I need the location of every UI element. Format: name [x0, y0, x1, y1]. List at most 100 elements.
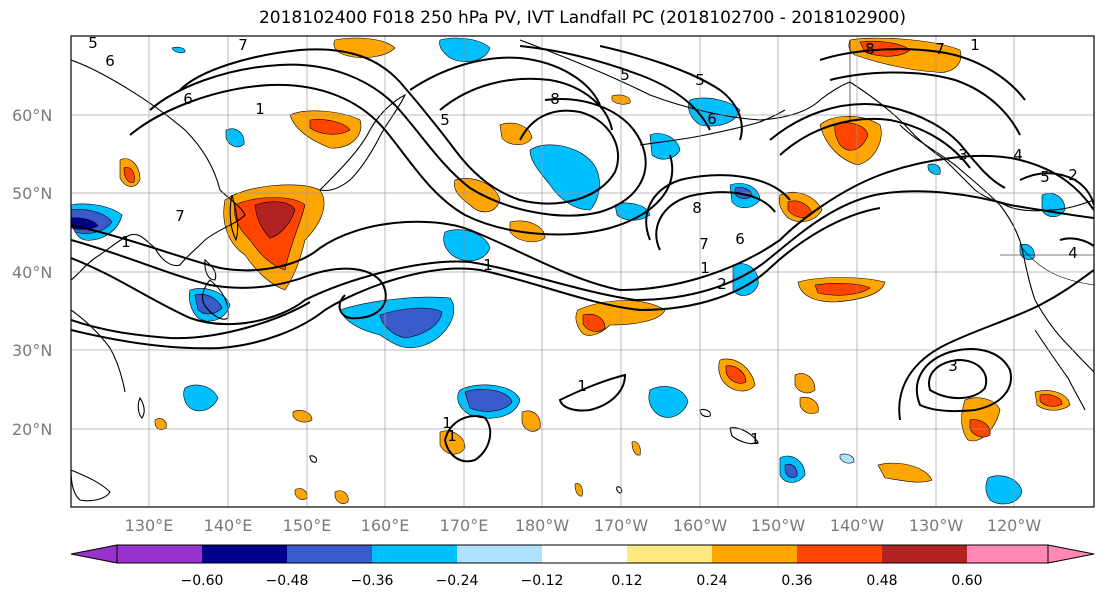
colorbar-swatch: [627, 545, 712, 563]
coastline-china: [71, 309, 126, 393]
contour-label: 1: [255, 100, 265, 118]
contour-label: 7: [935, 40, 945, 58]
figure-title: 2018102400 F018 250 hPa PV, IVT Landfall…: [258, 8, 906, 28]
lon-label: 160°W: [673, 516, 728, 535]
coastline-aleutians: [639, 109, 786, 146]
contour-label: 3: [958, 146, 968, 164]
contour-label-group: 5 6 7 6 1 5 7 8 5 5 6 8 1 7 1 8 7 6 1 2 …: [88, 36, 1078, 448]
contour-label: 5: [620, 66, 630, 84]
positive-anomaly: [574, 483, 583, 497]
positive-anomaly: [969, 419, 991, 438]
positive-anomaly: [794, 373, 816, 394]
positive-anomaly: [309, 119, 351, 135]
colorbar-swatch: [457, 545, 542, 563]
lat-label: 60°N: [12, 106, 52, 125]
pv-contour: [443, 415, 492, 463]
colorbar-swatch: [372, 545, 457, 563]
pv-contour: [928, 358, 988, 400]
pv-contour: [655, 191, 776, 251]
contour-label: 5: [1040, 168, 1050, 186]
lon-label: 160°E: [361, 516, 410, 535]
negative-anomaly: [985, 475, 1023, 505]
lon-label: 130°E: [125, 516, 174, 535]
lat-label: 40°N: [12, 263, 52, 282]
positive-anomaly: [834, 122, 869, 151]
positive-anomaly: [725, 365, 747, 384]
pv-contour: [915, 348, 1012, 413]
contour-label: 5: [440, 111, 450, 129]
lon-label: 140°W: [830, 516, 885, 535]
pv-contour: [769, 103, 1006, 189]
colorbar-swatch: [287, 545, 372, 563]
lon-label: 130°W: [909, 516, 964, 535]
pv-contour: [779, 117, 971, 169]
positive-anomaly: [499, 122, 533, 146]
contour-label: 8: [550, 90, 560, 108]
contour-label: 1: [700, 259, 710, 277]
colorbar-tick-label: 0.12: [611, 573, 642, 589]
pv-contour: [71, 155, 1094, 292]
colorbar-tick-label: −0.12: [521, 573, 564, 589]
coastline-japan: [201, 279, 229, 320]
positive-anomaly: [154, 418, 167, 430]
colorbar-tick-label: 0.48: [866, 573, 897, 589]
map-border: [70, 35, 1095, 508]
colorbar-swatch: [117, 545, 202, 563]
positive-anomaly: [123, 167, 135, 183]
negative-anomaly: [171, 46, 186, 54]
pv-contours: [71, 45, 1094, 463]
negative-anomaly: [784, 463, 798, 478]
positive-anomaly: [799, 397, 819, 414]
negative-anomaly: [648, 386, 689, 418]
negative-anomaly: [927, 163, 941, 175]
latitude-labels: 60°N 50°N 40°N 30°N 20°N: [12, 106, 52, 439]
colorbar-tick-label: −0.60: [181, 573, 224, 589]
coastline-taiwan: [137, 396, 145, 419]
colorbar-tick-label: −0.24: [436, 573, 479, 589]
negative-anomaly: [649, 133, 681, 160]
pv-contour: [439, 77, 613, 131]
contour-label: 8: [865, 40, 875, 58]
longitude-labels: 130°E 140°E 150°E 160°E 170°E 180°W 170°…: [125, 516, 1042, 535]
negative-anomaly: [839, 453, 855, 464]
pv-contour: [1019, 172, 1094, 206]
lon-label: 170°E: [440, 516, 489, 535]
contour-label: 7: [238, 36, 248, 54]
pv-contour: [558, 373, 627, 412]
colorbar-tick-label: 0.36: [781, 573, 812, 589]
contour-label: 2: [1068, 166, 1078, 184]
colorbar-tick-label: 0.60: [951, 573, 982, 589]
negative-anomaly: [194, 293, 223, 315]
colorbar-swatch: [882, 545, 967, 563]
coastlines: [71, 39, 1094, 502]
lon-label: 150°W: [751, 516, 806, 535]
coastline-island: [309, 455, 318, 463]
negative-anomaly: [439, 37, 491, 62]
contour-label: 8: [692, 199, 702, 217]
pv-contour: [179, 48, 620, 205]
lon-label: 180°W: [515, 516, 570, 535]
contour-label: 1: [483, 256, 493, 274]
pv-contour: [71, 301, 311, 340]
colorbar-tick-label: −0.48: [266, 573, 309, 589]
contour-label: 6: [183, 90, 193, 108]
negative-anomaly: [443, 229, 491, 262]
colorbar: −0.60 −0.48 −0.36 −0.24 −0.12 0.12 0.24 …: [70, 544, 1095, 589]
contour-label: 1: [447, 427, 457, 445]
coastline-alaska: [519, 39, 1094, 212]
negative-anomaly: [688, 97, 741, 127]
positive-anomaly: [334, 490, 349, 504]
map-area: [71, 36, 1094, 507]
colorbar-tick-label: −0.36: [351, 573, 394, 589]
positive-anomaly: [631, 441, 641, 456]
coastline-baja: [1034, 329, 1086, 411]
contour-label: 3: [948, 357, 958, 375]
contour-label: 1: [750, 430, 760, 448]
pv-contour: [409, 56, 601, 106]
contour-label: 2: [717, 275, 727, 293]
pv-contour: [149, 63, 647, 217]
pv-contour: [819, 48, 1026, 101]
contour-label: 7: [175, 207, 185, 225]
contour-label: 6: [735, 230, 745, 248]
